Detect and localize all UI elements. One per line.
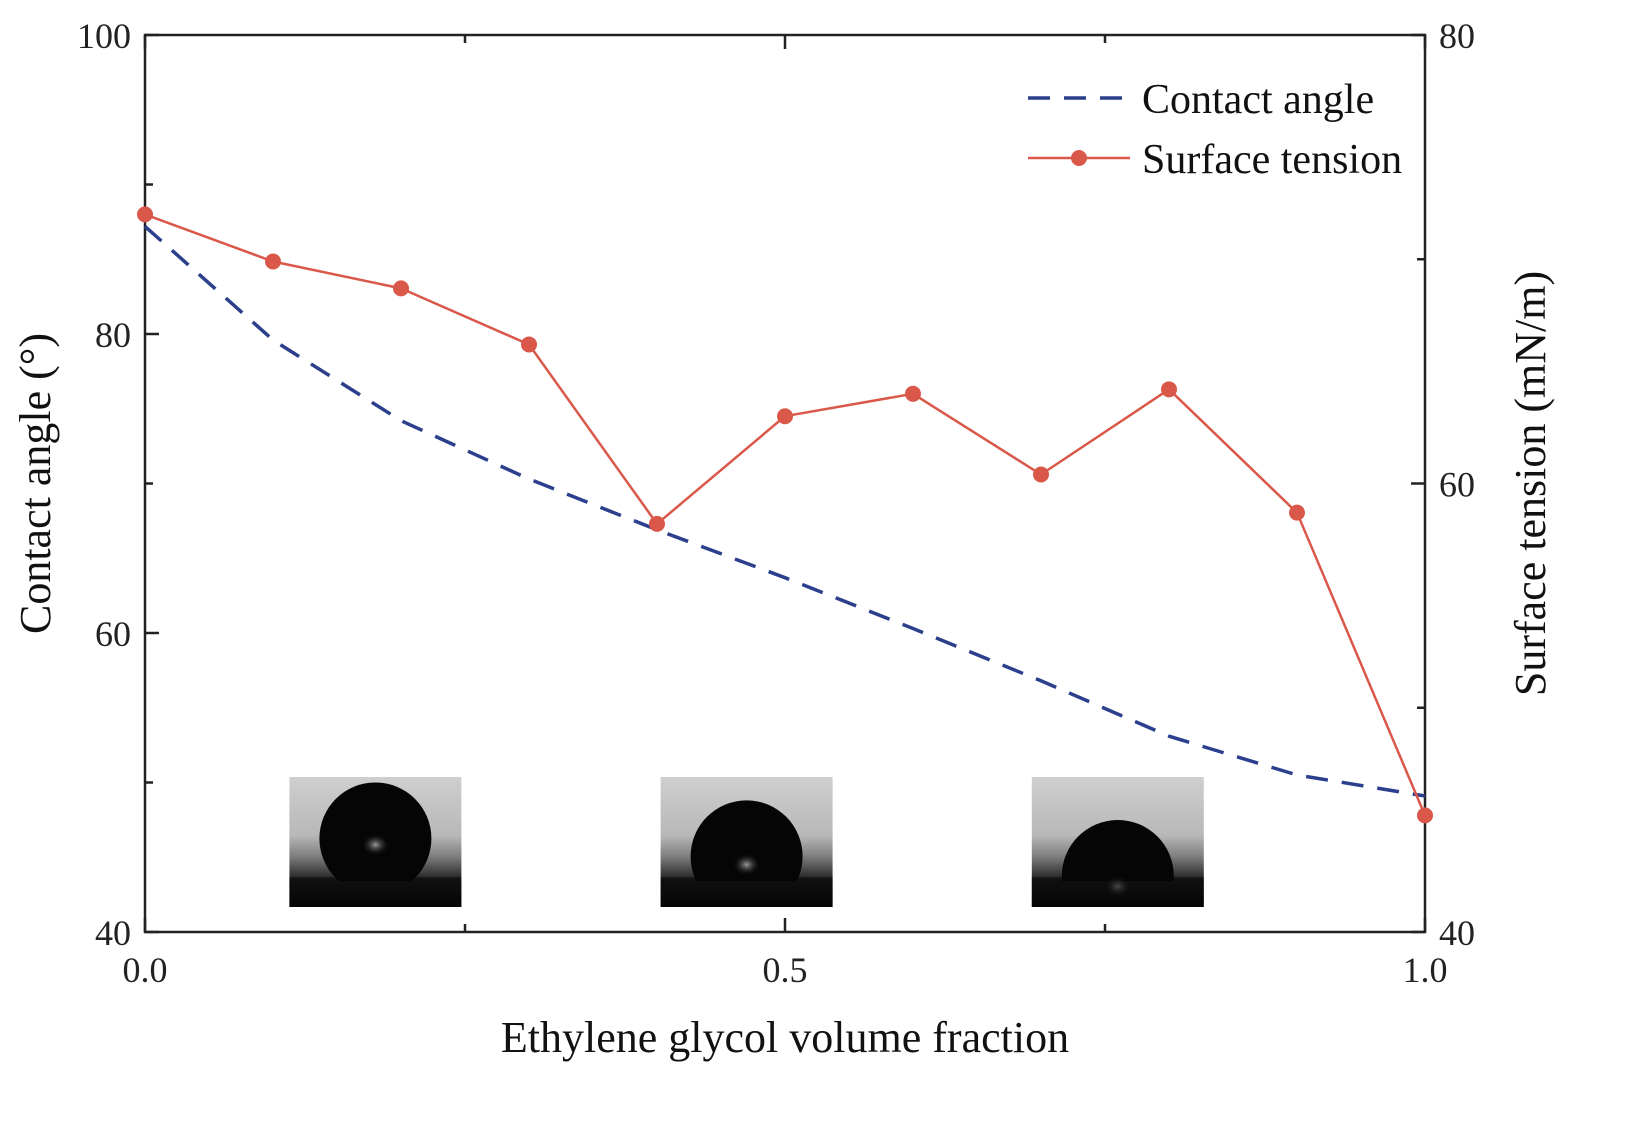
x-axis-title: Ethylene glycol volume fraction: [501, 1013, 1069, 1062]
y-left-tick-label: 100: [77, 16, 131, 56]
droplet-insets: [289, 777, 1204, 907]
surface-tension-point: [137, 206, 153, 223]
y-right-tick-label: 60: [1439, 465, 1475, 505]
droplet-photo-high-angle: [289, 777, 462, 907]
y-right-tick-label: 40: [1439, 913, 1475, 953]
surface-tension-point: [905, 385, 921, 402]
surface-tension-point: [1417, 807, 1433, 824]
inset-substrate: [289, 877, 462, 907]
legend-contact-angle-label: Contact angle: [1142, 77, 1374, 123]
contact-angle-line: [143, 225, 1426, 798]
y-left-tick-label: 80: [95, 315, 131, 355]
y-left-tick-label: 40: [95, 913, 131, 953]
legend-surface-tension-marker: [1071, 150, 1087, 166]
surface-tension-point: [1033, 466, 1049, 483]
inset-substrate: [660, 877, 833, 907]
droplet-body: [1061, 820, 1174, 882]
y-right-tick-label: 80: [1439, 16, 1475, 56]
surface-tension-point: [265, 253, 281, 270]
y-axis-right-title: Surface tension (mN/m): [1506, 271, 1555, 696]
surface-tension-point: [393, 280, 409, 297]
legend-surface-tension-label: Surface tension: [1142, 137, 1402, 183]
legend: Contact angle Surface tension: [1028, 77, 1402, 183]
droplet-highlight: [361, 833, 390, 856]
droplet-highlight: [732, 853, 761, 876]
surface-tension-point: [521, 336, 537, 353]
droplet-photo-mid-angle: [660, 777, 833, 907]
droplet-body: [319, 782, 432, 882]
x-tick-label: 0.0: [123, 950, 168, 990]
surface-tension-point: [649, 515, 665, 532]
surface-tension-line: [144, 213, 1427, 816]
droplet-body: [690, 800, 803, 882]
surface-tension-point: [777, 408, 793, 425]
x-tick-label: 1.0: [1403, 950, 1448, 990]
droplet-photo-low-angle: [1031, 777, 1204, 907]
y-left-tick-label: 60: [95, 614, 131, 654]
surface-tension-point: [1289, 504, 1305, 521]
series-layer: [137, 206, 1433, 824]
surface-tension-point: [1161, 381, 1177, 398]
x-tick-label: 0.5: [763, 950, 808, 990]
inset-substrate: [1031, 877, 1204, 907]
y-axis-left-title: Contact angle (°): [11, 333, 60, 634]
